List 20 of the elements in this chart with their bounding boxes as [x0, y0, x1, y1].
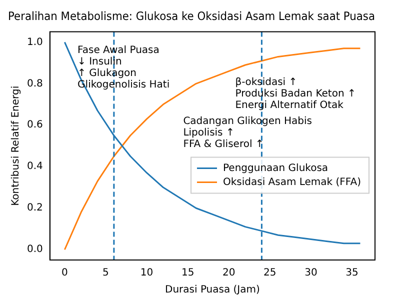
chart-title: Peralihan Metabolisme: Glukosa ke Oksidasi Asam Lemak saat Puasa — [8, 10, 375, 23]
x-tick-label: 30 — [304, 268, 318, 279]
x-tick-label: 0 — [61, 268, 68, 279]
legend-label: Oksidasi Asam Lemak (FFA) — [222, 176, 362, 188]
y-tick-label: 0.8 — [26, 78, 43, 90]
y-tick-label: 0.0 — [26, 244, 43, 256]
legend-label: Penggunaan Glukosa — [222, 162, 328, 174]
x-axis-title: Durasi Puasa (Jam) — [165, 284, 260, 296]
y-tick-label: 0.2 — [26, 202, 43, 214]
y-tick-label: 1.0 — [26, 36, 43, 48]
x-tick-label: 35 — [346, 268, 358, 279]
annotation: Cadangan Glikogen Habis Lipolisis ↑ FFA & Gliserol ↑ — [183, 116, 312, 150]
y-tick-label: 0.4 — [26, 161, 43, 172]
x-tick-label: 5 — [102, 268, 109, 279]
y-tick-label: 0.6 — [26, 120, 43, 131]
y-axis-title: Kontribusi Relatif Energi — [10, 86, 22, 206]
x-tick-label: 15 — [181, 268, 194, 279]
x-tick-label: 25 — [264, 268, 276, 279]
x-tick-label: 10 — [140, 268, 154, 279]
x-tick-label: 20 — [222, 268, 236, 279]
